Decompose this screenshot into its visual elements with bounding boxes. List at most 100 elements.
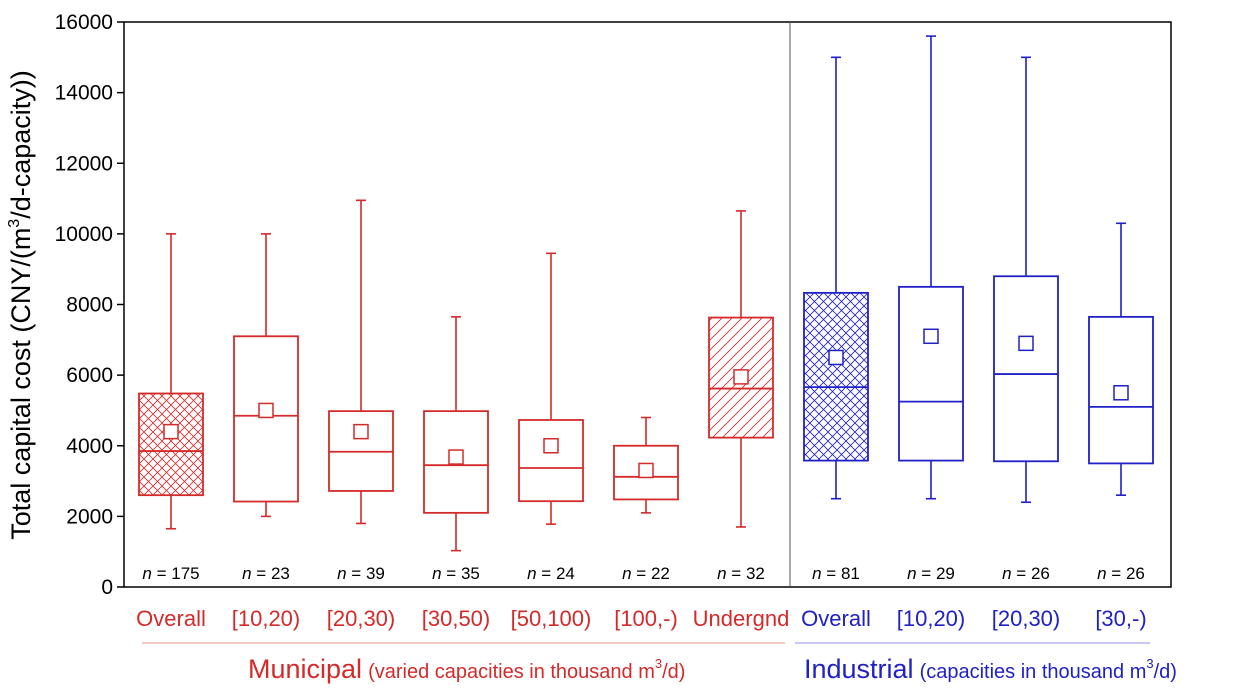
x-category-label: Overall <box>801 606 871 631</box>
mean-marker <box>258 402 274 419</box>
n-label: n = 32 <box>717 564 765 583</box>
n-symbol: n <box>142 564 151 583</box>
mean-marker <box>923 328 939 345</box>
y-tick-label: 14000 <box>55 82 113 105</box>
box-[10,20): n = 23 <box>233 233 299 583</box>
x-category-label: [30,-) <box>1095 606 1146 631</box>
n-value: = 23 <box>252 564 290 583</box>
mean-marker <box>543 438 559 454</box>
mean-marker <box>1018 335 1034 352</box>
n-label: n = 175 <box>142 564 199 583</box>
box-[50,100): n = 24 <box>518 252 584 583</box>
box-iqr <box>803 291 869 462</box>
n-value: = 29 <box>917 564 955 583</box>
n-symbol: n <box>527 564 536 583</box>
industrial-subtitle-tail: /d) <box>1154 661 1177 683</box>
municipal-subtitle: (varied capacities in thousand m <box>368 661 655 683</box>
x-category-label: [50,100) <box>511 606 592 631</box>
n-symbol: n <box>622 564 631 583</box>
n-value: = 39 <box>347 564 385 583</box>
industrial-subtitle: (capacities in thousand m <box>920 661 1147 683</box>
municipal-name: Municipal <box>248 654 362 684</box>
x-category-label: Overall <box>136 606 206 631</box>
industrial-subtitle-sup: 3 <box>1146 656 1153 671</box>
box-Overall: n = 175 <box>138 233 204 583</box>
n-value: = 35 <box>442 564 480 583</box>
n-label: n = 26 <box>1097 564 1145 583</box>
n-symbol: n <box>717 564 726 583</box>
n-label: n = 29 <box>907 564 955 583</box>
box-iqr <box>233 335 299 503</box>
mean-marker <box>448 449 464 465</box>
n-value: = 81 <box>822 564 860 583</box>
n-label: n = 22 <box>622 564 670 583</box>
y-tick-label: 8000 <box>66 294 113 317</box>
x-category-label: Undergnd <box>693 606 790 631</box>
y-tick-label: 16000 <box>55 11 113 34</box>
n-symbol: n <box>907 564 916 583</box>
mean-marker <box>828 349 844 366</box>
n-value: = 32 <box>727 564 765 583</box>
mean-marker <box>353 423 369 440</box>
y-tick-label: 4000 <box>66 435 113 458</box>
n-value: = 24 <box>537 564 575 583</box>
mean-marker <box>163 423 179 440</box>
x-category-label: [10,20) <box>232 606 301 631</box>
mean-marker <box>1113 385 1129 401</box>
n-symbol: n <box>812 564 821 583</box>
x-category-label: [30,50) <box>422 606 491 631</box>
box-[10,20): n = 29 <box>898 35 964 583</box>
plot-frame <box>123 21 1172 588</box>
y-tick-label: 0 <box>101 576 113 599</box>
y-axis-label: Total capital cost (CNY/(m3/d-capacity)) <box>6 70 36 540</box>
y-axis-label-tail: /d-capacity)) <box>6 70 36 219</box>
box-iqr <box>898 285 964 462</box>
y-tick-label: 2000 <box>66 505 113 528</box>
box-[20,30): n = 39 <box>328 199 394 583</box>
n-value: = 26 <box>1012 564 1050 583</box>
n-value: = 22 <box>632 564 670 583</box>
n-label: n = 81 <box>812 564 860 583</box>
n-label: n = 39 <box>337 564 385 583</box>
municipal-subtitle-sup: 3 <box>655 656 662 671</box>
box-Overall: n = 81 <box>803 56 869 583</box>
plot-area: n = 175 n = 23 n = 39 n = 35 n = 24 n = 22 n =… <box>138 35 1154 583</box>
n-label: n = 35 <box>432 564 480 583</box>
x-category-label: [20,30) <box>327 606 396 631</box>
box-[30,50): n = 35 <box>423 316 489 583</box>
x-axis: Overall [10,20) [20,30) [30,50) [50,100) [100… <box>136 606 1147 631</box>
y-tick-label: 6000 <box>66 364 113 387</box>
box-Undergnd: n = 32 <box>708 210 774 583</box>
x-category-label: [20,30) <box>992 606 1061 631</box>
box-[20,30): n = 26 <box>993 56 1059 583</box>
n-symbol: n <box>242 564 251 583</box>
industrial-name: Industrial <box>804 654 914 684</box>
y-axis: 0 2000 4000 6000 8000 10000 12000 14000 16000 <box>55 11 124 599</box>
y-tick-label: 12000 <box>55 152 113 175</box>
municipal-subtitle-tail: /d) <box>662 661 685 683</box>
n-symbol: n <box>432 564 441 583</box>
box-[100,-): n = 22 <box>613 416 679 583</box>
y-tick-label: 10000 <box>55 223 113 246</box>
x-category-label: [10,20) <box>897 606 966 631</box>
n-label: n = 26 <box>1002 564 1050 583</box>
mean-marker <box>733 369 749 385</box>
box-iqr <box>138 392 204 497</box>
y-axis-label-superscript: 3 <box>6 219 23 228</box>
n-value: = 26 <box>1107 564 1145 583</box>
industrial-group-title: Industrial (capacities in thousand m3/d) <box>804 654 1177 684</box>
n-label: n = 23 <box>242 564 290 583</box>
mean-marker <box>638 462 654 479</box>
box-iqr <box>993 275 1059 463</box>
n-label: n = 24 <box>527 564 575 583</box>
box-iqr <box>518 419 584 503</box>
x-category-label: [100,-) <box>614 606 678 631</box>
n-symbol: n <box>337 564 346 583</box>
municipal-group-title: Municipal (varied capacities in thousand … <box>248 654 685 684</box>
box-[30,-): n = 26 <box>1088 222 1154 583</box>
n-symbol: n <box>1002 564 1011 583</box>
n-value: = 175 <box>152 564 200 583</box>
n-symbol: n <box>1097 564 1106 583</box>
y-axis-label-main: Total capital cost (CNY/(m <box>6 228 36 540</box>
